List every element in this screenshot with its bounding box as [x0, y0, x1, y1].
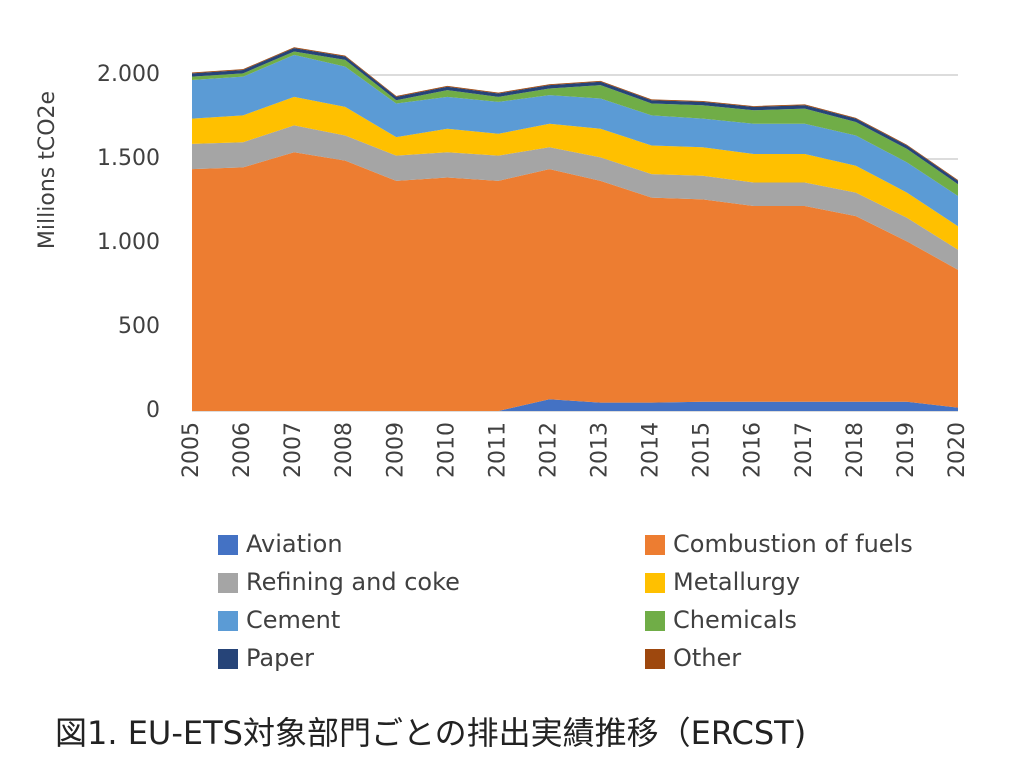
- x-tick-label: 2014: [639, 422, 664, 478]
- area: [192, 54, 958, 227]
- x-tick-label: 2008: [332, 422, 357, 478]
- legend-swatch: [645, 573, 665, 593]
- x-tick-label: 2015: [690, 422, 715, 478]
- legend-swatch: [218, 573, 238, 593]
- y-tick-label: 500: [118, 314, 160, 339]
- y-tick-label: 2.000: [97, 62, 160, 87]
- area: [192, 48, 958, 185]
- legend-label: Refining and coke: [246, 568, 460, 596]
- legend-swatch: [218, 649, 238, 669]
- x-tick-label: 2010: [434, 422, 459, 478]
- legend-label: Other: [673, 644, 741, 672]
- legend-swatch: [218, 535, 238, 555]
- x-tick-label: 2009: [383, 422, 408, 478]
- x-tick-label: 2019: [894, 422, 919, 478]
- x-tick-label: 2018: [843, 422, 868, 478]
- x-tick-label: 2020: [945, 422, 970, 478]
- x-tick-label: 2005: [179, 422, 204, 478]
- legend-swatch: [645, 649, 665, 669]
- area: [192, 96, 958, 250]
- legend-label: Paper: [246, 644, 314, 672]
- legend-label: Cement: [246, 606, 340, 634]
- x-tick-label: 2006: [230, 422, 255, 478]
- legend-label: Chemicals: [673, 606, 797, 634]
- legend-swatch: [218, 611, 238, 631]
- legend-label: Aviation: [246, 530, 343, 558]
- x-tick-label: 2017: [792, 422, 817, 478]
- legend-label: Metallurgy: [673, 568, 800, 596]
- y-tick-label: 1.000: [97, 230, 160, 255]
- x-tick-label: 2011: [485, 422, 510, 478]
- y-tick-label: 0: [146, 398, 160, 423]
- x-tick-label: 2013: [588, 422, 613, 478]
- legend-label: Combustion of fuels: [673, 530, 913, 558]
- area: [192, 399, 958, 411]
- y-axis-title: Millions tCO2e: [35, 91, 60, 249]
- area: [192, 51, 958, 196]
- area: [192, 125, 958, 270]
- caption: 図1. EU-ETS対象部門ごとの排出実績推移（ERCST): [55, 714, 806, 752]
- y-tick-label: 1.500: [97, 146, 160, 171]
- legend-swatch: [645, 535, 665, 555]
- area: [192, 152, 958, 411]
- x-tick-label: 2012: [536, 422, 561, 478]
- x-tick-label: 2007: [281, 422, 306, 478]
- legend-swatch: [645, 611, 665, 631]
- x-tick-label: 2016: [741, 422, 766, 478]
